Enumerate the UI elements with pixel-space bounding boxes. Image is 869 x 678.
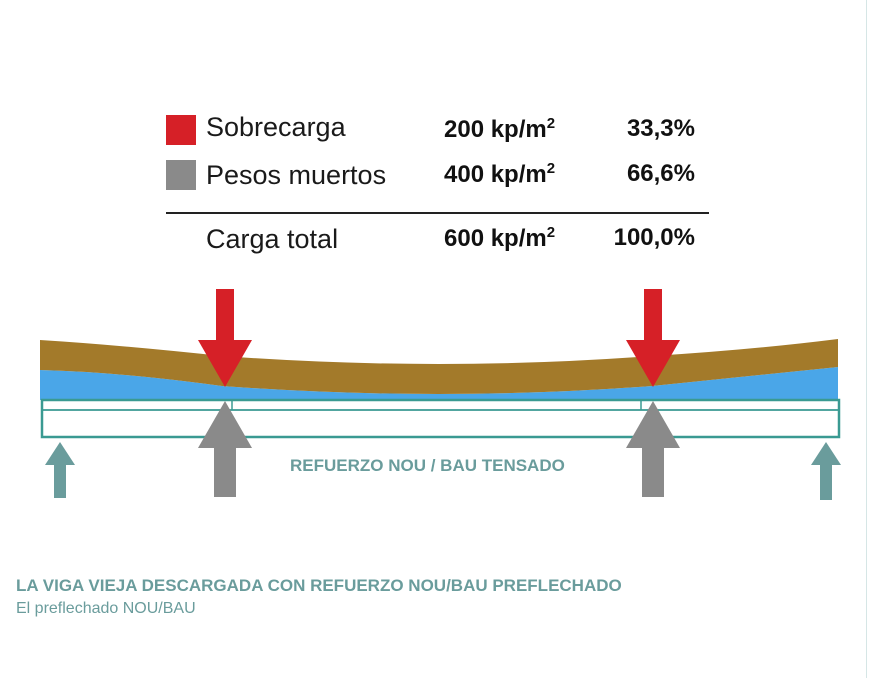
caption-subtitle: El preflechado NOU/BAU — [16, 600, 196, 617]
gray-square-icon — [166, 160, 196, 190]
total-value: 600 kp/m2 — [444, 224, 556, 252]
right-border-line — [866, 0, 867, 678]
load-legend: Sobrecarga 200 kp/m2 33,3% Pesos muertos… — [0, 0, 869, 270]
legend-value: 200 kp/m2 — [444, 115, 556, 143]
legend-percent: 66,6% — [626, 160, 695, 187]
legend-row-pesos-muertos: Pesos muertos 400 kp/m2 66,6% — [0, 158, 869, 198]
legend-label: Sobrecarga — [206, 112, 346, 142]
total-percent: 100,0% — [613, 224, 695, 251]
beam-diagram — [40, 289, 841, 500]
legend-row-total: Carga total 600 kp/m2 100,0% — [0, 222, 869, 262]
teal-up-arrow-icon — [811, 442, 841, 500]
legend-percent: 33,3% — [626, 115, 695, 142]
red-down-arrow-icon — [198, 289, 252, 387]
teal-up-arrow-icon — [45, 442, 75, 498]
blue-deflection-fill — [40, 367, 838, 400]
beam-label: REFUERZO NOU / BAU TENSADO — [290, 456, 565, 475]
legend-value: 400 kp/m2 — [444, 160, 556, 188]
gray-up-arrow-icon — [626, 401, 680, 497]
total-label: Carga total — [206, 224, 339, 254]
legend-row-sobrecarga: Sobrecarga 200 kp/m2 33,3% — [0, 110, 869, 150]
reinforcement-box — [40, 398, 841, 439]
legend-label: Pesos muertos — [206, 160, 387, 190]
red-square-icon — [166, 115, 196, 145]
red-down-arrow-icon — [626, 289, 680, 387]
caption-title: LA VIGA VIEJA DESCARGADA CON REFUERZO NO… — [16, 576, 622, 595]
gray-up-arrow-icon — [198, 401, 252, 497]
total-divider — [166, 212, 709, 214]
old-wood-beam — [40, 339, 838, 394]
